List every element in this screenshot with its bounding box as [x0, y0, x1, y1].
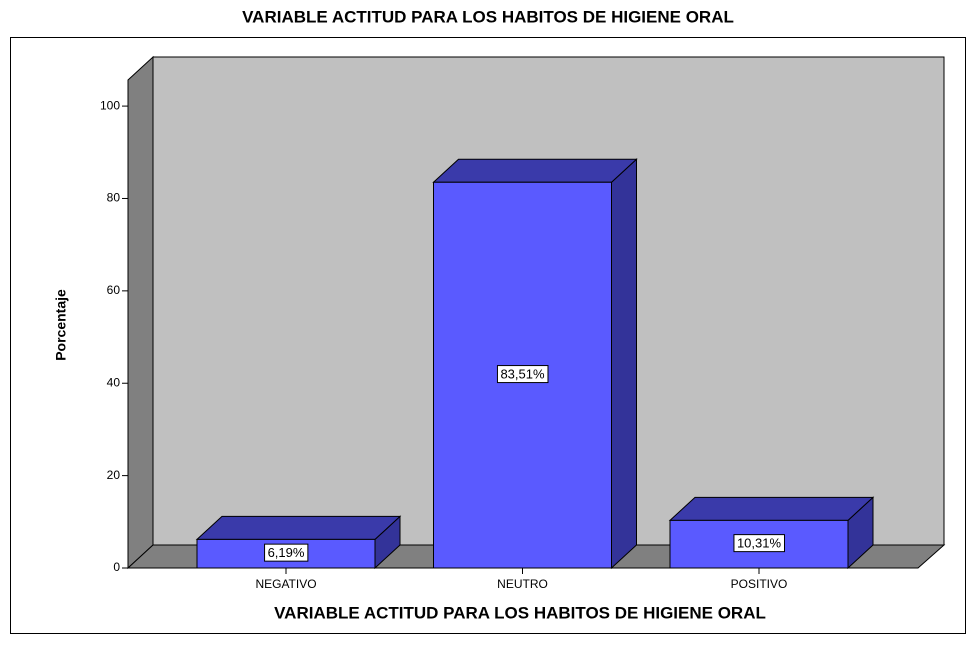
value-label-box: [264, 543, 309, 562]
x-axis-label: VARIABLE ACTITUD PARA LOS HABITOS DE HIG…: [274, 603, 766, 622]
y-tick-label: 100: [100, 98, 120, 112]
y-tick-label: 80: [107, 191, 121, 205]
bar-top: [432, 158, 638, 183]
y-tick-label: 60: [107, 283, 121, 297]
value-label-box: [496, 365, 549, 384]
y-tick-label: 20: [107, 468, 121, 482]
value-label-box: [733, 534, 785, 553]
value-label: 10,31%: [737, 536, 782, 551]
left-wall: [127, 55, 154, 570]
y-axis-label: Porcentaje: [53, 289, 69, 361]
value-label: 83,51%: [500, 367, 545, 382]
x-tick-label: NEUTRO: [497, 577, 548, 591]
x-tick-label: POSITIVO: [731, 577, 788, 591]
value-label: 6,19%: [268, 545, 305, 560]
x-tick-label: NEGATIVO: [255, 577, 316, 591]
y-tick-label: 40: [107, 375, 121, 389]
bar-side: [611, 158, 637, 570]
bar-top: [195, 515, 402, 540]
bar-top: [668, 496, 875, 521]
chart-title: VARIABLE ACTITUD PARA LOS HABITOS DE HIG…: [242, 7, 734, 26]
y-tick-label: 0: [113, 560, 120, 574]
